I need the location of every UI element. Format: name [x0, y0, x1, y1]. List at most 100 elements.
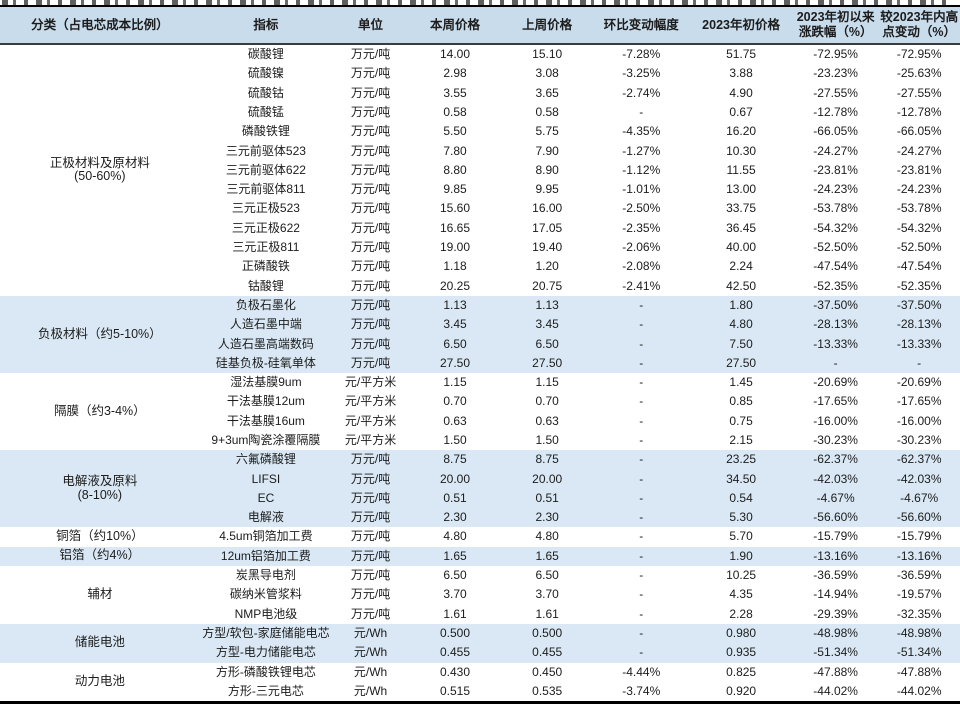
value-cell: 0.515 — [440, 683, 471, 698]
value-cell: -20.69% — [813, 375, 858, 390]
column-header-4: 上周价格 — [501, 6, 594, 45]
value-cell: 0.85 — [729, 394, 753, 409]
value-cell: -36.59% — [813, 568, 858, 583]
value-cell: 2.28 — [729, 606, 753, 621]
value-cell: -54.32% — [896, 220, 942, 235]
value-cell: -4.67% — [792, 488, 879, 509]
value-cell: - — [639, 587, 644, 602]
value-cell: 2.98 — [443, 66, 467, 81]
value-cell: 15.60 — [440, 201, 471, 216]
indicator-cell: 硫酸镍 — [247, 66, 284, 81]
value-cell: 0.67 — [729, 104, 753, 119]
indicator-cell: LIFSI — [199, 469, 333, 489]
value-cell: -24.27% — [813, 143, 858, 158]
value-cell: -42.03% — [878, 469, 960, 489]
value-cell: -2.74% — [622, 85, 661, 100]
table-row: 三元前驱体523 万元/吨 7.80 7.90 -1.27% 10.30 -24.27% -2… — [0, 141, 960, 160]
value-cell: -52.50% — [813, 240, 858, 255]
value-cell: - — [639, 606, 644, 621]
table-row: 硫酸钴 万元/吨 3.55 3.65 -2.74% 4.90 -27.55% -27.55% — [0, 84, 960, 103]
value-cell: -54.32% — [813, 220, 858, 235]
value-cell: -7.28% — [622, 47, 661, 62]
value-cell: -44.02% — [896, 683, 942, 698]
value-cell: -66.05% — [896, 124, 942, 139]
table-row: 隔膜（约3-4%） 湿法基膜9um 元/平方米 1.15 1.15 - 1.45 -20.69… — [0, 373, 960, 417]
value-cell: -23.81% — [813, 162, 858, 177]
value-cell: -66.05% — [813, 124, 858, 139]
table-row: 人造石墨高端数码 万元/吨 6.50 6.50-7.50 -13.33% -13.33% — [0, 334, 960, 354]
category-label: 负极材料（约5-10%） — [38, 326, 162, 341]
value-cell: 1.90 — [689, 546, 793, 567]
indicator-cell: 人造石墨高端数码 — [199, 334, 333, 354]
value-cell: -1.12% — [622, 162, 661, 177]
table-row: 三元前驱体811 万元/吨 9.85 9.95 -1.01% 13.00 -24.23% -2… — [0, 180, 960, 199]
value-cell: 万元/吨 — [350, 66, 391, 81]
value-cell: 42.50 — [726, 278, 757, 293]
value-cell: - — [639, 529, 644, 544]
table-row: 正极材料及原材料 (50-60%) 碳酸锂 万元/吨 14.00 15.10 -7.28% 5… — [0, 44, 960, 183]
value-cell: -24.27% — [896, 143, 942, 158]
value-cell: -28.13% — [792, 315, 879, 335]
value-cell: -2.35% — [622, 220, 661, 235]
value-cell: -16.00% — [813, 413, 858, 428]
category-label: 正极材料及原材料 — [49, 155, 150, 170]
value-cell: 1.13 — [408, 295, 502, 316]
indicator-cell: 三元正极622 — [231, 220, 300, 235]
value-cell: 万元/吨 — [350, 568, 391, 583]
value-cell: 20.00 — [408, 469, 502, 489]
value-cell: 0.430 — [440, 664, 471, 679]
value-cell: 0.51 — [408, 488, 502, 509]
value-cell: 0.51 — [501, 488, 594, 509]
table-row: 电解液及原料 (8-10%) 六氟磷酸锂 万元/吨 8.75 8.75-23.25 -62.… — [0, 450, 960, 528]
value-cell: 5.50 — [443, 124, 467, 139]
column-header-7: 2023年初以来涨跌幅（%） — [792, 6, 879, 45]
price-table: 分类（占电芯成本比例） 指标 单位 本周价格 上周价格 环比变动幅度 2023年初价格 202… — [0, 5, 960, 705]
value-cell: 27.50 — [689, 353, 793, 374]
value-cell: -13.16% — [878, 546, 960, 567]
value-cell: 27.50 — [501, 353, 594, 374]
category-sublabel: (50-60%) — [74, 169, 126, 184]
value-cell: 万元/吨 — [332, 315, 409, 335]
value-cell: - — [593, 623, 690, 644]
value-cell: 0.455 — [501, 643, 594, 663]
value-cell: 0.455 — [408, 643, 502, 663]
value-cell: -32.35% — [896, 606, 942, 621]
value-cell: -52.35% — [813, 278, 858, 293]
value-cell: 3.08 — [535, 66, 559, 81]
value-cell: -19.57% — [896, 587, 942, 602]
value-cell: -72.95% — [813, 47, 858, 62]
value-cell: 0.500 — [501, 623, 594, 644]
table-row: 干法基膜12um 元/平方米 0.70 0.70 - 0.85 -17.65% -17.65% — [0, 392, 960, 411]
value-cell: -30.23% — [813, 432, 858, 447]
value-cell: 17.05 — [532, 220, 563, 235]
value-cell: 40.00 — [726, 240, 757, 255]
value-cell: 3.65 — [535, 85, 559, 100]
value-cell: -44.02% — [813, 683, 858, 698]
indicator-cell: NMP电池级 — [234, 606, 298, 621]
indicator-cell: 12um铝箔加工费 — [199, 546, 333, 567]
table-row: 铜箔（约10%） 4.5um铜箔加工费 万元/吨 4.80 4.80 - 5.70 -15.7… — [0, 527, 960, 546]
category-cell: 辅材 — [0, 566, 200, 624]
value-cell: 1.15 — [443, 375, 467, 390]
value-cell: 5.70 — [729, 529, 753, 544]
indicator-cell: 硫酸钴 — [247, 85, 284, 100]
value-cell: 万元/吨 — [332, 334, 409, 354]
column-header-5: 环比变动幅度 — [593, 6, 690, 45]
value-cell: 16.00 — [532, 201, 563, 216]
value-cell: 0.825 — [726, 664, 757, 679]
value-cell: 万元/吨 — [350, 529, 391, 544]
column-header-3: 本周价格 — [408, 6, 502, 45]
value-cell: -25.63% — [896, 66, 942, 81]
value-cell: 20.75 — [532, 278, 563, 293]
value-cell: 8.75 — [501, 450, 594, 470]
indicator-cell: 电解液 — [199, 508, 333, 528]
indicator-cell: 方型/软包-家庭储能电芯 — [199, 623, 333, 644]
value-cell: 元/平方米 — [344, 432, 397, 447]
column-header-2: 单位 — [332, 6, 409, 45]
indicator-cell: 三元正极811 — [232, 240, 300, 255]
value-cell: 14.00 — [440, 47, 471, 62]
value-cell: - — [792, 353, 879, 374]
value-cell: 0.58 — [535, 104, 559, 119]
value-cell: - — [639, 413, 644, 428]
value-cell: 1.65 — [501, 546, 594, 567]
